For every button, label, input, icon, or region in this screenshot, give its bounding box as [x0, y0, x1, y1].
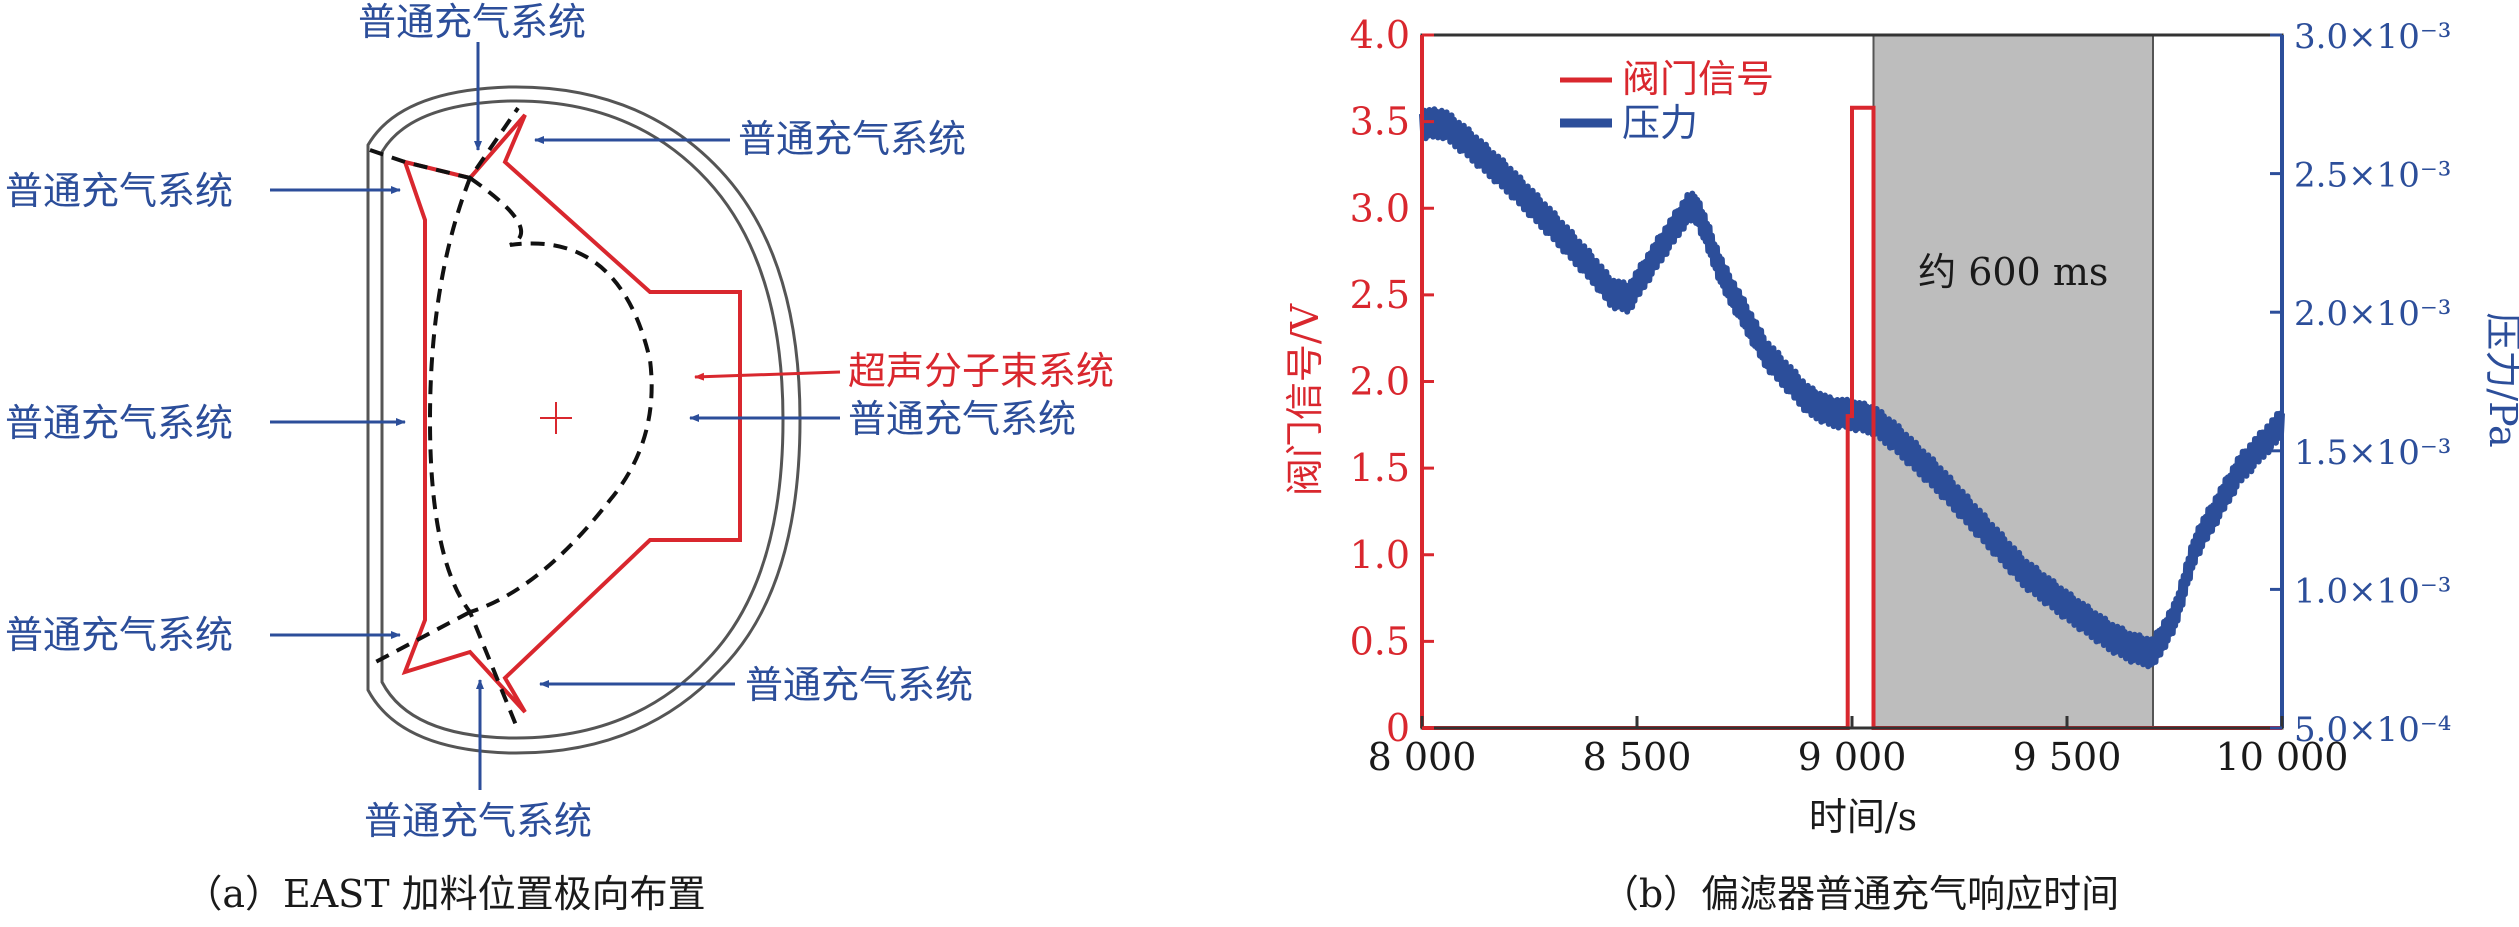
y-left-tick-label: 3.5 [1350, 100, 1410, 144]
y-left-tick-label: 1.0 [1350, 533, 1410, 577]
y-left-tick-label: 2.0 [1350, 360, 1410, 404]
label-mid-left: 普通充气系统 [5, 401, 233, 445]
y-left-tick-label: 0.5 [1350, 619, 1410, 663]
y-right-tick-label: 5.0×10⁻⁴ [2294, 710, 2451, 750]
response-time-annotation: 约 600 ms [1918, 250, 2108, 294]
y-left-tick-label: 1.5 [1350, 446, 1410, 490]
vessel-inner-wall [380, 99, 785, 740]
y-right-tick-label: 2.0×10⁻³ [2294, 294, 2451, 334]
y-right-tick-label: 1.5×10⁻³ [2294, 433, 2451, 473]
legend-label-valve: 阀门信号 [1622, 57, 1774, 101]
x-tick-label: 8 500 [1583, 735, 1692, 779]
label-lower-right: 普通充气系统 [745, 663, 973, 707]
y-left-axis-title: 阀门信号/V [1283, 303, 1327, 496]
first-wall-contour [401, 113, 742, 714]
plasma-center-marker [540, 402, 572, 434]
label-lower-left: 普通充气系统 [5, 613, 233, 657]
series-layer [1419, 105, 2285, 730]
label-smbi: 超声分子束系统 [848, 349, 1114, 393]
y-left-tick-label: 4.0 [1350, 13, 1410, 57]
x-axis-title: 时间/s [1809, 795, 1917, 839]
y-left-tick-label: 2.5 [1350, 273, 1410, 317]
panel-a-poloidal-diagram: 普通充气系统 普通充气系统 普通充气系统 超声分子束系统 普通充气系统 普通充气… [5, 0, 1114, 916]
legend: 阀门信号 压力 [1560, 57, 1774, 145]
right-axis-spine [2280, 35, 2284, 728]
y-right-tick-label: 1.0×10⁻³ [2294, 571, 2451, 611]
label-bottom: 普通充气系统 [364, 799, 592, 843]
label-upper-left: 普通充气系统 [5, 169, 233, 213]
y-right-tick-label: 3.0×10⁻³ [2294, 17, 2451, 57]
legend-label-pressure: 压力 [1622, 101, 1698, 145]
y-left-tick-label: 0 [1386, 706, 1410, 750]
caption-a: （a）EAST 加料位置极向布置 [184, 872, 705, 916]
panel-b-chart: 约 600 ms 8 000 8 500 9 000 9 500 10 000 0 0.5 1… [1283, 13, 2519, 916]
plasma-separatrix [369, 106, 654, 731]
label-top: 普通充气系统 [358, 0, 586, 44]
ticks-layer: 8 000 8 500 9 000 9 500 10 000 0 0.5 1.0 1.5 2.0 2… [1350, 13, 2452, 779]
x-tick-label: 9 500 [2013, 735, 2122, 779]
x-tick-label: 9 000 [1798, 735, 1907, 779]
y-right-axis-title: 压力/Pa [2481, 312, 2519, 447]
vessel-outer-wall [366, 85, 802, 755]
label-upper-right: 普通充气系统 [738, 117, 966, 161]
caption-b: （b）偏滤器普通充气响应时间 [1601, 872, 2119, 916]
y-left-tick-label: 3.0 [1350, 186, 1410, 230]
x-tick-label: 10 000 [2216, 735, 2349, 779]
y-right-tick-label: 2.5×10⁻³ [2294, 156, 2451, 196]
label-mid-right: 普通充气系统 [848, 397, 1076, 441]
series-line-valve-signal [1422, 105, 2282, 730]
arrow-smbi [694, 370, 841, 381]
x-tick-label: 8 000 [1368, 735, 1477, 779]
